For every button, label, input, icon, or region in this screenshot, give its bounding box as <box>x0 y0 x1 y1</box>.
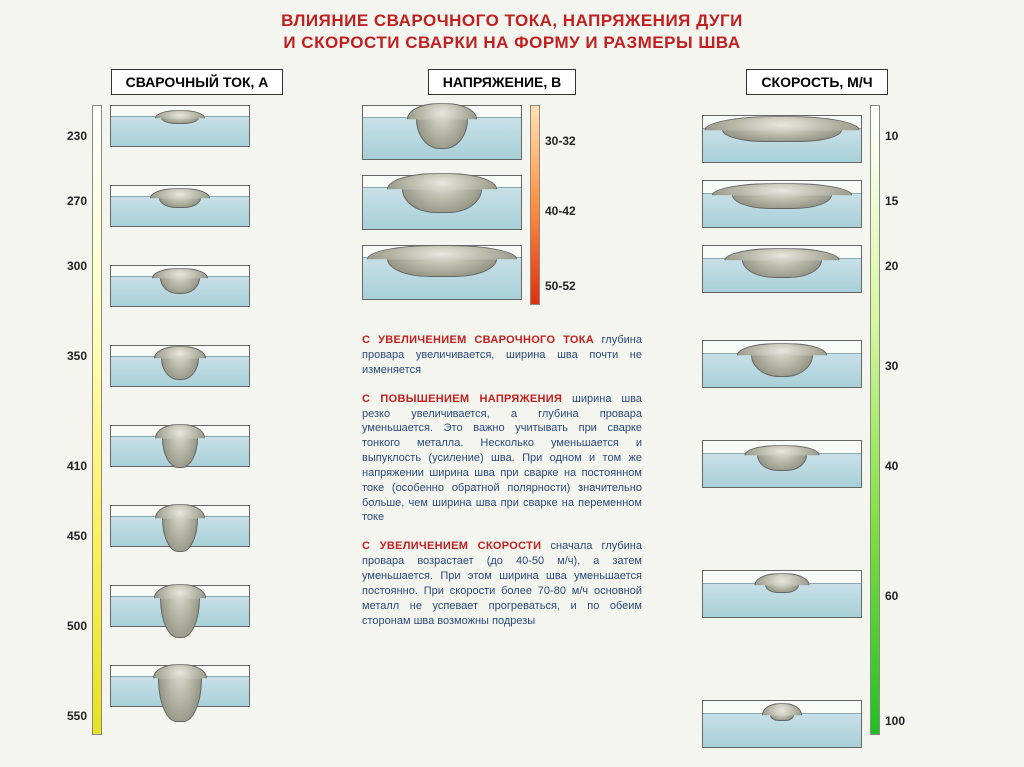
tick-label: 270 <box>67 194 87 208</box>
weld-sample <box>702 570 862 618</box>
note-speed: С УВЕЛИЧЕНИЕМ СКОРОСТИ сначала глубина п… <box>362 539 642 628</box>
weld-sample <box>702 180 862 228</box>
weld-sample <box>362 175 522 230</box>
tick-label: 50-52 <box>545 279 576 293</box>
tick-label: 30 <box>885 359 898 373</box>
column-speed: СКОРОСТЬ, М/Ч 101520304060100 <box>702 69 932 745</box>
title-line2: И СКОРОСТИ СВАРКИ НА ФОРМУ И РАЗМЕРЫ ШВА <box>30 32 994 54</box>
weld-penetration <box>757 439 807 471</box>
weld-sample <box>702 340 862 388</box>
header-speed: СКОРОСТЬ, М/Ч <box>746 69 887 95</box>
weld-penetration <box>402 165 482 213</box>
tick-label: 20 <box>885 259 898 273</box>
weld-sample <box>110 185 250 227</box>
weld-sample <box>702 700 862 748</box>
weld-sample <box>110 105 250 147</box>
tick-label: 30-32 <box>545 134 576 148</box>
weld-penetration <box>162 408 198 468</box>
note1-lead: С УВЕЛИЧЕНИЕМ СВАРОЧНОГО ТОКА <box>362 334 594 346</box>
scale-current: 230270300350410450500550 <box>92 105 102 735</box>
weld-penetration <box>162 484 198 552</box>
weld-sample <box>110 665 250 707</box>
weld-sample <box>362 245 522 300</box>
samples-current <box>110 105 250 745</box>
note3-lead: С УВЕЛИЧЕНИЕМ СКОРОСТИ <box>362 540 541 552</box>
column-voltage: НАПРЯЖЕНИЕ, В 30-3240-4250-52 С УВЕЛИЧЕН… <box>362 69 642 745</box>
page-title: ВЛИЯНИЕ СВАРОЧНОГО ТОКА, НАПРЯЖЕНИЯ ДУГИ… <box>30 10 994 54</box>
samples-speed <box>702 105 862 735</box>
note-voltage: С ПОВЫШЕНИЕМ НАПРЯЖЕНИЯ ширина шва резко… <box>362 392 642 526</box>
tick-label: 40 <box>885 459 898 473</box>
tick-label: 40-42 <box>545 204 576 218</box>
weld-sample <box>110 345 250 387</box>
weld-sample <box>362 105 522 160</box>
column-current: СВАРОЧНЫЙ ТОК, А 23027030035041045050055… <box>92 69 302 745</box>
tick-label: 100 <box>885 714 905 728</box>
tick-label: 450 <box>67 529 87 543</box>
tick-label: 230 <box>67 129 87 143</box>
weld-penetration <box>160 262 200 294</box>
weld-sample <box>702 245 862 293</box>
weld-sample <box>702 115 862 163</box>
note3-body: сначала глубина провара возрастает (до 4… <box>362 540 642 626</box>
tick-label: 350 <box>67 349 87 363</box>
weld-penetration <box>161 336 199 380</box>
weld-sample <box>110 585 250 627</box>
tick-label: 60 <box>885 589 898 603</box>
weld-penetration <box>160 558 200 638</box>
weld-penetration <box>158 634 202 722</box>
note2-body: ширина шва резко увеличивается, а глубин… <box>362 393 642 524</box>
tick-label: 410 <box>67 459 87 473</box>
tick-label: 500 <box>67 619 87 633</box>
weld-sample <box>110 425 250 467</box>
scale-voltage: 30-3240-4250-52 <box>530 105 540 305</box>
tick-label: 10 <box>885 129 898 143</box>
weld-sample <box>702 440 862 488</box>
title-line1: ВЛИЯНИЕ СВАРОЧНОГО ТОКА, НАПРЯЖЕНИЯ ДУГИ <box>30 10 994 32</box>
weld-sample <box>110 505 250 547</box>
header-current: СВАРОЧНЫЙ ТОК, А <box>111 69 284 95</box>
weld-penetration <box>751 333 813 377</box>
scale-speed: 101520304060100 <box>870 105 880 735</box>
header-voltage: НАПРЯЖЕНИЕ, В <box>428 69 577 95</box>
note2-lead: С ПОВЫШЕНИЕМ НАПРЯЖЕНИЯ <box>362 393 562 405</box>
tick-label: 15 <box>885 194 898 208</box>
note-current: С УВЕЛИЧЕНИЕМ СВАРОЧНОГО ТОКА глубина пр… <box>362 333 642 378</box>
samples-voltage <box>362 105 522 315</box>
weld-penetration <box>742 242 822 278</box>
columns-container: СВАРОЧНЫЙ ТОК, А 23027030035041045050055… <box>30 69 994 745</box>
weld-sample <box>110 265 250 307</box>
tick-label: 550 <box>67 709 87 723</box>
tick-label: 300 <box>67 259 87 273</box>
